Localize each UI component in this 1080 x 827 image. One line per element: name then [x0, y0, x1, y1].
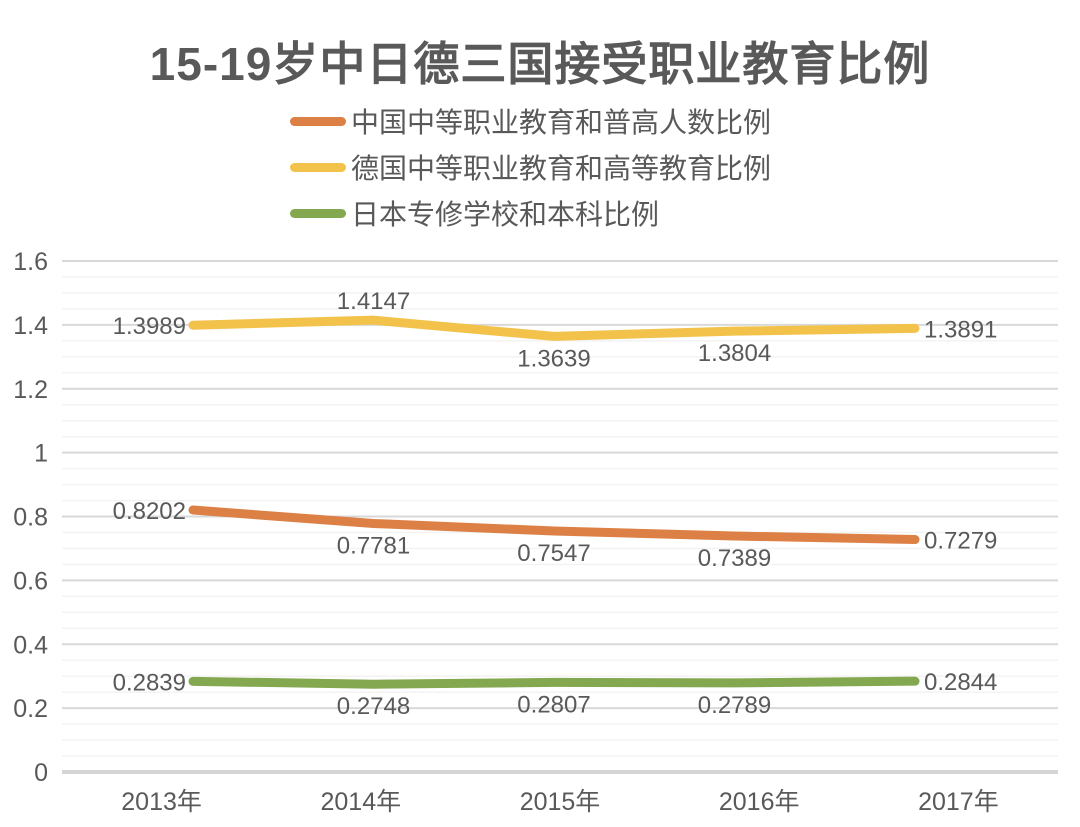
data-point-label: 0.2839 — [113, 669, 186, 696]
data-point-label: 1.3639 — [517, 345, 590, 372]
legend-item: 中国中等职业教育和普高人数比例 — [290, 102, 771, 140]
legend-label: 德国中等职业教育和高等教育比例 — [351, 153, 772, 184]
data-point-label: 0.7781 — [337, 532, 410, 559]
x-axis-tick-label: 2017年 — [918, 788, 999, 816]
chart-title: 15-19岁中日德三国接受职业教育比例 — [149, 38, 931, 90]
y-axis-tick-label: 1.2 — [13, 376, 48, 404]
data-point-label: 0.2789 — [698, 692, 771, 719]
y-axis-tick-label: 1.6 — [13, 248, 48, 276]
y-axis-tick-label: 1.4 — [13, 312, 48, 340]
data-point-label: 0.7389 — [698, 545, 771, 572]
legend-line-swatch-icon — [290, 208, 346, 218]
data-point-label: 0.7547 — [517, 540, 590, 567]
data-point-label: 0.2807 — [517, 691, 590, 718]
legend-label: 日本专修学校和本科比例 — [351, 199, 660, 230]
series-line — [188, 505, 920, 545]
y-axis-tick-label: 0.6 — [13, 567, 48, 595]
series-line — [188, 315, 920, 341]
series-line — [188, 676, 920, 689]
y-axis-tick-label: 1 — [34, 440, 48, 468]
data-point-label: 1.3989 — [113, 313, 186, 340]
data-point-label: 0.8202 — [113, 498, 186, 525]
y-axis-tick-label: 0.4 — [13, 631, 48, 659]
x-axis-tick-label: 2014年 — [320, 788, 401, 816]
data-point-label: 1.3804 — [698, 340, 771, 367]
x-axis-tick-label: 2016年 — [719, 788, 800, 816]
legend-item: 日本专修学校和本科比例 — [290, 194, 771, 232]
legend: 中国中等职业教育和普高人数比例 德国中等职业教育和高等教育比例 日本专修学校和本科比… — [290, 102, 771, 232]
data-point-label: 0.2844 — [924, 669, 997, 696]
legend-line-swatch-icon — [290, 116, 346, 126]
x-axis-tick-label: 2013年 — [121, 788, 202, 816]
data-point-label: 0.7279 — [924, 528, 997, 555]
y-axis-tick-label: 0.8 — [13, 504, 48, 532]
x-axis-tick-label: 2015年 — [520, 788, 601, 816]
y-axis-tick-label: 0.2 — [13, 695, 48, 723]
data-point-label: 0.2748 — [337, 693, 410, 720]
data-point-label: 1.3891 — [924, 316, 997, 343]
legend-line-swatch-icon — [290, 162, 346, 172]
y-axis-tick-label: 0 — [34, 759, 48, 787]
legend-label: 中国中等职业教育和普高人数比例 — [351, 107, 772, 138]
legend-item: 德国中等职业教育和高等教育比例 — [290, 148, 771, 186]
data-point-label: 1.4147 — [337, 288, 410, 315]
